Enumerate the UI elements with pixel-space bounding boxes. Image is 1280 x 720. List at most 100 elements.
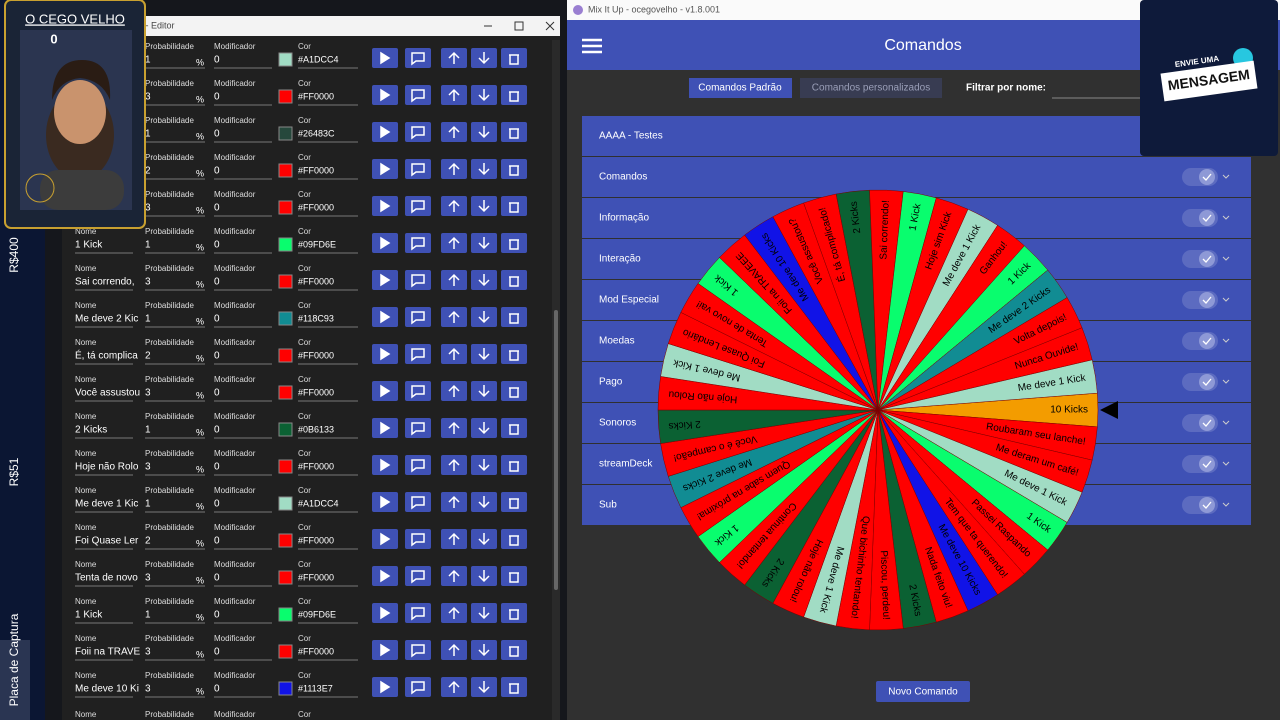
row-button[interactable] [501,640,527,660]
button-icon [509,609,519,620]
row-button[interactable] [501,48,527,68]
chevron[interactable] [1222,461,1230,466]
button-icon [411,385,425,399]
button-icon [478,237,490,250]
probability-field: 1 [145,425,151,436]
modifier-field: 0 [214,425,220,436]
maximize[interactable] [514,21,524,31]
group-row[interactable] [582,157,1251,197]
row-button[interactable] [405,492,431,512]
button-icon [478,348,490,361]
chevron[interactable] [1222,174,1230,179]
row-button[interactable] [405,48,431,68]
modifier-field: 0 [214,203,220,214]
row-button[interactable] [501,677,527,697]
probability-field: 3 [145,92,151,103]
row-button[interactable] [501,344,527,364]
label-probability: Probabilidade [145,190,194,199]
row-button[interactable] [405,677,431,697]
row-button[interactable] [405,566,431,586]
row-button[interactable] [501,566,527,586]
label-probability: Probabilidade [145,486,194,495]
row-button[interactable] [501,270,527,290]
button-icon [411,422,425,436]
chevron[interactable] [1222,338,1230,343]
label-name: Nome [75,375,97,384]
label-probability: Probabilidade [145,227,194,236]
button-icon [448,606,460,619]
chevron[interactable] [1222,502,1230,507]
row-button[interactable] [405,122,431,142]
chevron[interactable] [1222,420,1230,425]
chevron[interactable] [1222,256,1230,261]
tab-inactive[interactable] [800,78,942,98]
label-color: Cor [298,671,311,680]
row-button[interactable] [405,418,431,438]
name-field: Me deve 10 Ki [75,684,139,695]
row-button[interactable] [405,603,431,623]
color-field: #FF0000 [298,535,334,545]
app-titlebar [567,0,1280,20]
percent-sign: % [196,575,204,585]
button-icon [380,199,391,213]
row-button[interactable] [405,85,431,105]
label-color: Cor [298,227,311,236]
row-button[interactable] [501,233,527,253]
row-button[interactable] [501,307,527,327]
label-color: Cor [298,153,311,162]
row-button[interactable] [501,529,527,549]
label-name: Nome [75,301,97,310]
label-color: Cor [298,597,311,606]
button-icon [478,681,490,694]
new-command-button[interactable] [876,681,970,702]
row-button[interactable] [501,492,527,512]
probability-field: 1 [145,240,151,251]
row-button[interactable] [405,196,431,216]
row-button[interactable] [501,603,527,623]
row-button[interactable] [501,85,527,105]
button-icon [478,385,490,398]
row-button[interactable] [405,233,431,253]
chevron[interactable] [1222,379,1230,384]
percent-sign: % [196,279,204,289]
label-modifier: Modificador [214,375,256,384]
row-button[interactable] [405,307,431,327]
menu-button[interactable] [582,38,602,54]
scroll-thumb[interactable] [554,310,558,590]
sidebar-strip [0,640,30,720]
name-field: 2 Kicks [75,425,107,436]
color-swatch [278,385,293,400]
row-button[interactable] [405,381,431,401]
tab-active[interactable] [689,78,792,98]
label-name: Nome [75,560,97,569]
group-name: Comandos [599,172,647,183]
name-field: Foii na TRAVE [75,647,141,658]
label-name: Nome [75,338,97,347]
row-button[interactable] [501,196,527,216]
percent-sign: % [196,205,204,215]
wheel-label: 10 Kicks [1050,405,1088,416]
chevron[interactable] [1222,297,1230,302]
label-modifier: Modificador [214,227,256,236]
group-name: Sub [599,500,617,511]
row-button[interactable] [501,418,527,438]
row-button[interactable] [405,270,431,290]
row-button[interactable] [501,455,527,475]
toggle-knob [1199,292,1215,308]
label-probability: Probabilidade [145,42,194,51]
row-button[interactable] [501,381,527,401]
group-row[interactable] [582,116,1251,156]
row-button[interactable] [405,640,431,660]
close[interactable] [545,21,555,31]
row-button[interactable] [405,529,431,549]
row-button[interactable] [501,159,527,179]
row-button[interactable] [405,344,431,364]
check [1202,296,1212,304]
probability-field: 3 [145,388,151,399]
probability-field: 2 [145,351,151,362]
color-swatch [278,459,293,474]
row-button[interactable] [405,455,431,475]
chevron[interactable] [1222,215,1230,220]
row-button[interactable] [501,122,527,142]
row-button[interactable] [405,159,431,179]
